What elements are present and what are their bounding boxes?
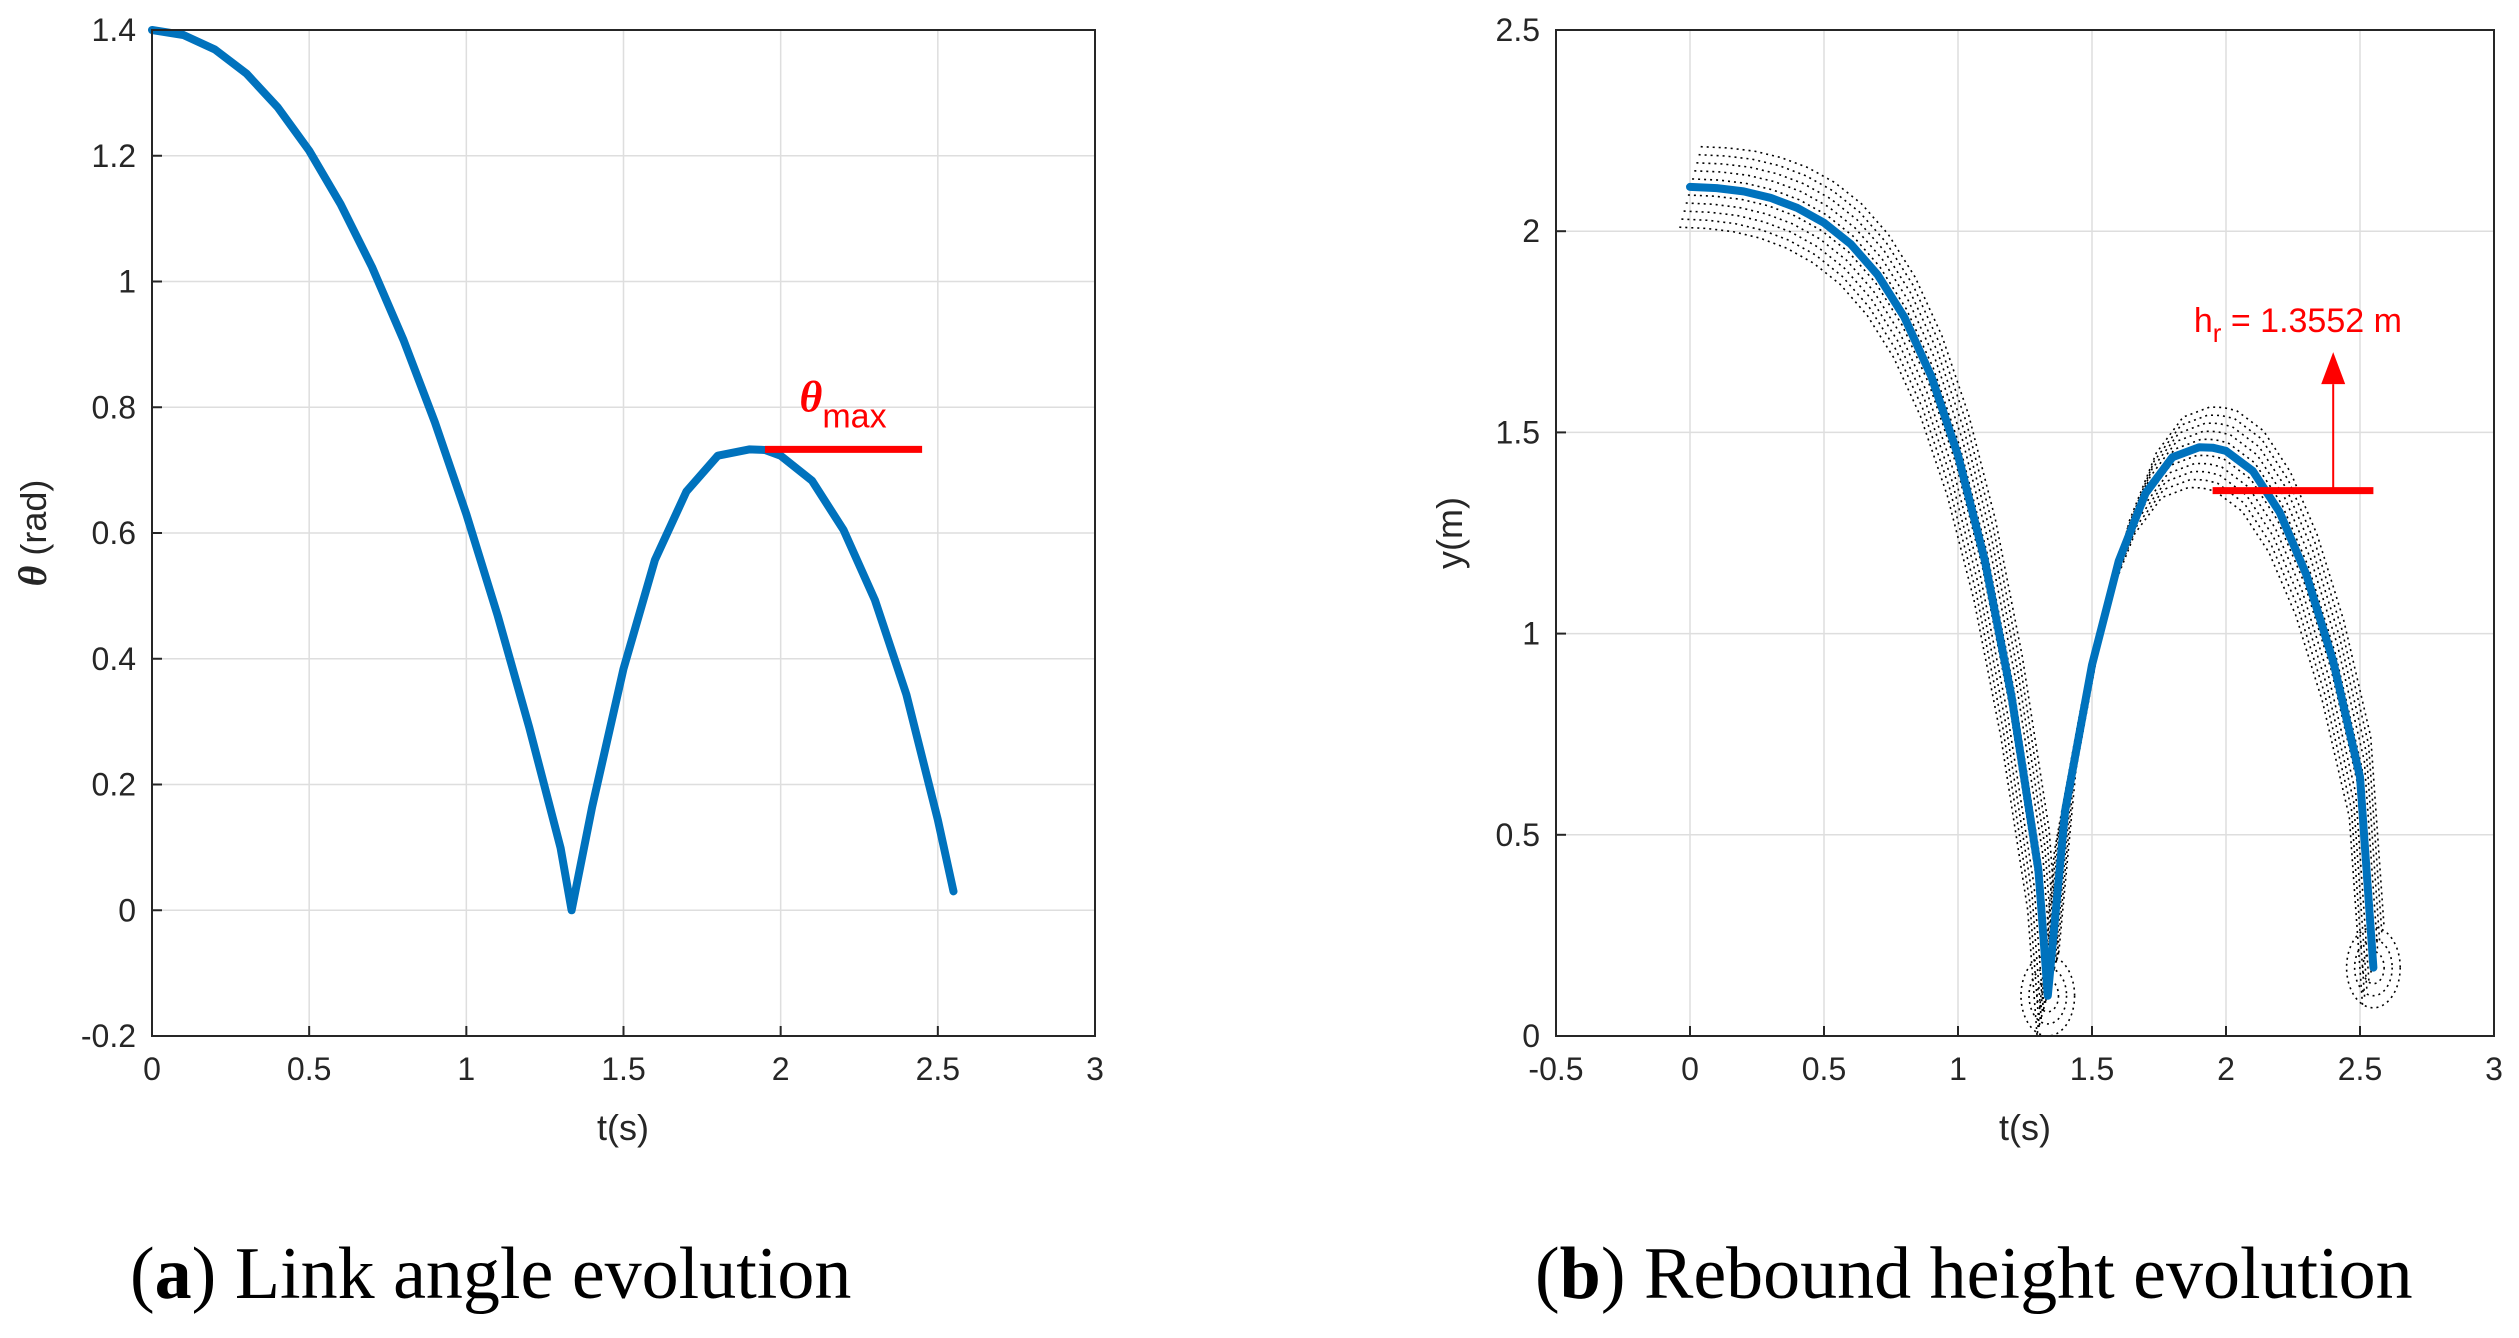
x-tick-label: 0.5: [287, 1051, 331, 1087]
y-tick-label: 0.5: [1496, 817, 1540, 853]
y-unit: (rad): [13, 480, 54, 556]
panel-b-y-ticks: 0 0.5 1 1.5 2 2.5: [1496, 12, 1566, 1054]
envelope-curve: [1700, 145, 2385, 956]
panel-b-hr-arrowhead: [2321, 352, 2346, 385]
y-tick-label: -0.2: [81, 1018, 136, 1054]
x-tick-label: -0.5: [1528, 1051, 1583, 1087]
x-tick-label: 3: [2485, 1051, 2503, 1087]
panel-b-caption: (b) Rebound height evolution: [1535, 1233, 2413, 1315]
x-tick-label: 1: [1949, 1051, 1967, 1087]
y-tick-label: 0: [1522, 1018, 1540, 1054]
y-tick-label: 0.2: [92, 767, 136, 803]
envelope-curve: [1692, 178, 2377, 988]
x-tick-label: 2: [772, 1051, 790, 1087]
panel-b-x-ticks: -0.5 0 0.5 1 1.5 2 2.5 3: [1528, 1026, 2503, 1087]
envelope-curve: [1679, 226, 2364, 1037]
x-tick-label: 2: [2217, 1051, 2235, 1087]
x-tick-label: 0: [1681, 1051, 1699, 1087]
envelope-ring: [2353, 938, 2393, 997]
x-tick-label: 1.5: [2070, 1051, 2114, 1087]
theta-max-symbol: θ: [800, 372, 823, 421]
y-tick-label: 0.8: [92, 389, 136, 425]
theta-max-subscript: max: [822, 397, 886, 435]
x-tick-label: 0: [143, 1051, 161, 1087]
x-tick-label: 0.5: [1802, 1051, 1846, 1087]
envelope-curve: [1698, 153, 2383, 964]
panel-a-y-ticks: -0.2 0 0.2 0.4 0.6 0.8 1 1.2 1.4: [81, 12, 162, 1054]
panel-b-grid: [1556, 30, 2494, 1036]
envelope-ring: [2020, 954, 2076, 1037]
y-tick-label: 1: [118, 264, 136, 300]
envelope-ring: [2361, 950, 2385, 985]
hr-value: = 1.3552 m: [2221, 302, 2402, 340]
x-tick-label: 2.5: [916, 1051, 960, 1087]
panel-b-center-line: [1686, 182, 2378, 1000]
hr-sub: r: [2213, 318, 2222, 348]
panel-a-theta-max-label: θmax: [800, 372, 887, 435]
panel-a-caption-letter: a: [155, 1233, 192, 1315]
panel-a-y-axis-label: θ (rad): [10, 480, 55, 587]
envelope-ring: [2036, 978, 2060, 1013]
panel-b-axes-box: [1555, 29, 2495, 1037]
envelope-curve: [1694, 170, 2379, 980]
y-tick-label: 0.6: [92, 515, 136, 551]
theta-symbol: θ: [10, 565, 55, 586]
x-tick-label: 3: [1086, 1051, 1104, 1087]
y-tick-label: 1.2: [92, 138, 136, 174]
y-tick-label: 2: [1522, 213, 1540, 249]
hr-main: h: [2194, 302, 2213, 340]
panel-a-x-axis-label: t(s): [597, 1107, 649, 1148]
panel-b-caption-text: Rebound height evolution: [1644, 1233, 2413, 1315]
panel-b-plot-area: [1556, 30, 2494, 1036]
panel-a-caption-text: Link angle evolution: [235, 1233, 852, 1315]
envelope-curve: [1685, 202, 2370, 1012]
panel-a-x-ticks: 0 0.5 1 1.5 2 2.5 3: [143, 1026, 1104, 1087]
envelope-curve: [1683, 210, 2368, 1020]
x-tick-label: 2.5: [2338, 1051, 2382, 1087]
envelope-curve: [1681, 218, 2366, 1029]
envelope-curve: [1696, 162, 2381, 972]
panel-b-y-axis-label: y(m): [1429, 497, 1470, 569]
y-tick-label: 1.5: [1496, 414, 1540, 450]
y-tick-label: 1: [1522, 616, 1540, 652]
panel-b-hr-label: hr = 1.3552 m: [2194, 302, 2402, 348]
y-tick-label: 0.4: [92, 641, 136, 677]
panel-b-rebound-height: hr = 1.3552 m -0.5 0 0.5 1 1.5 2 2.5 3 00.511.5…: [1429, 12, 2503, 1315]
x-tick-label: 1: [457, 1051, 475, 1087]
y-tick-label: 1.4: [92, 12, 136, 48]
panel-a-caption: (a) Link angle evolution: [130, 1233, 851, 1315]
panel-b-x-axis-label: t(s): [1999, 1107, 2051, 1148]
y-tick-label: 0: [118, 892, 136, 928]
envelope-ring: [2345, 926, 2401, 1009]
y-tick-label: 2.5: [1496, 12, 1540, 48]
panel-a-theta-line: [148, 26, 958, 915]
panel-b-caption-letter: b: [1560, 1233, 1601, 1315]
x-tick-label: 1.5: [601, 1051, 645, 1087]
panel-a-link-angle: θmax 0 0.5 1 1.5 2 2.5 3 -0.200.20.40.60.811.2…: [10, 12, 1104, 1315]
envelope-ring: [2028, 966, 2068, 1025]
panel-a-grid: [152, 30, 1095, 1036]
